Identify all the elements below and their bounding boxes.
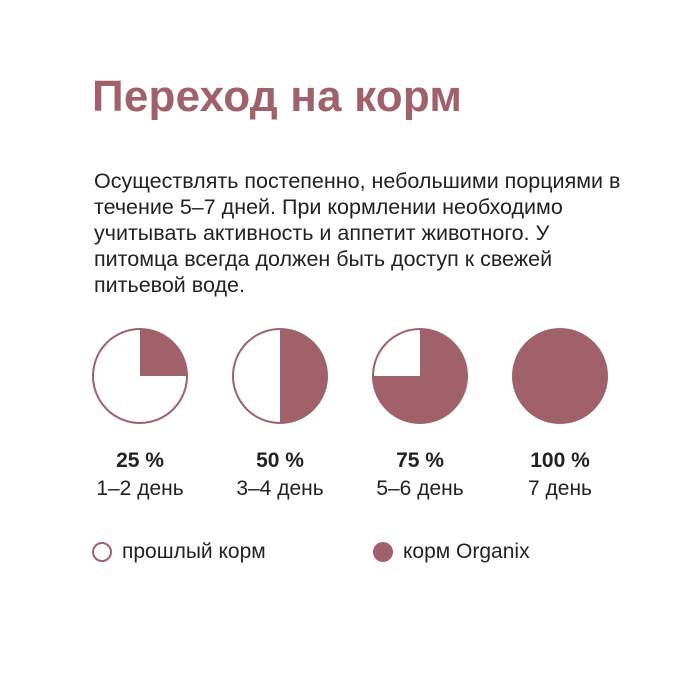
stage-percent: 75 % <box>396 449 444 472</box>
description-text: Осуществлять постепенно, небольшими порц… <box>94 169 621 297</box>
pie-stage-3 <box>372 328 468 424</box>
stage-days: 5–6 день <box>376 477 464 500</box>
filled-circle-icon <box>373 542 393 562</box>
pie-slice-new-food <box>280 329 327 423</box>
page-title: Переход на корм <box>92 72 463 121</box>
pie-outline <box>92 328 188 424</box>
pie-slice-new-food <box>373 329 467 423</box>
legend-new-food-label: корм Organix <box>403 540 530 563</box>
pie-slice-new-food <box>513 329 607 423</box>
stage-4-caption: 100 % 7 день <box>500 448 620 504</box>
empty-circle-icon <box>92 542 112 562</box>
pie-slice-new-food <box>140 329 187 376</box>
stage-days: 1–2 день <box>96 477 184 500</box>
pie-outline <box>512 328 608 424</box>
stage-days: 3–4 день <box>236 477 324 500</box>
pie-stage-1 <box>92 328 188 424</box>
pie-stage-2 <box>232 328 328 424</box>
stage-percent: 100 % <box>530 449 590 472</box>
pie-outline <box>372 328 468 424</box>
stage-2-caption: 50 % 3–4 день <box>220 448 340 504</box>
stage-3-caption: 75 % 5–6 день <box>360 448 480 504</box>
pie-outline <box>232 328 328 424</box>
legend-old-food-label: прошлый корм <box>122 540 266 563</box>
stage-percent: 50 % <box>256 449 304 472</box>
stage-percent: 25 % <box>116 449 164 472</box>
legend-new-food: корм Organix <box>373 540 530 564</box>
stage-1-caption: 25 % 1–2 день <box>80 448 200 504</box>
legend-old-food: прошлый корм <box>92 540 266 564</box>
pie-stage-4 <box>512 328 608 424</box>
stage-days: 7 день <box>528 477 592 500</box>
